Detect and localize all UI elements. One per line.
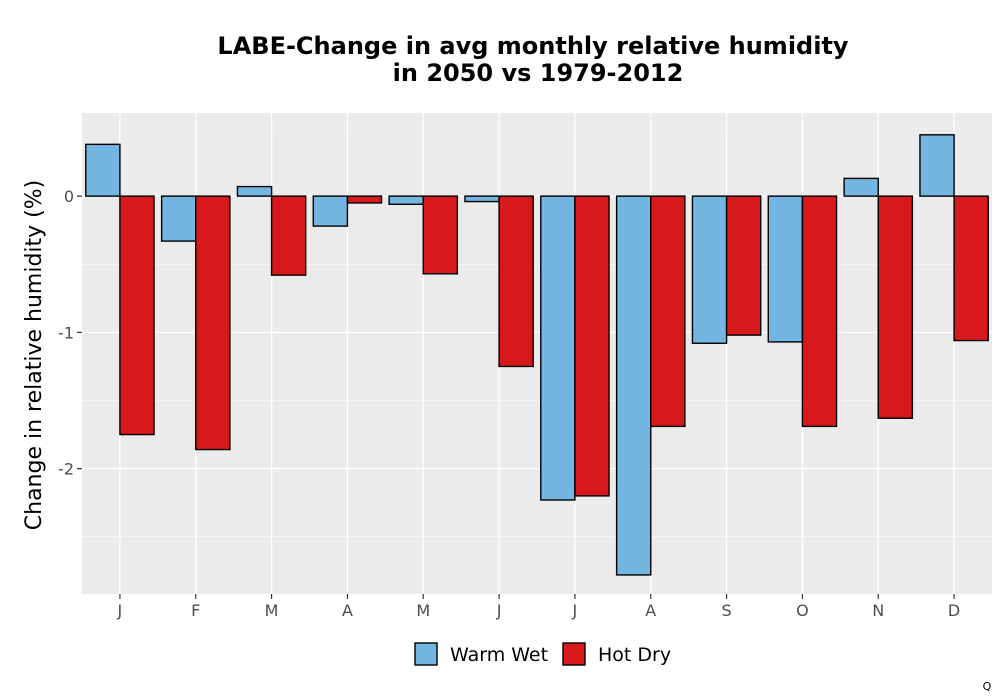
bar-warm-wet-6 [540,195,576,501]
bar-hot-dry-7 [650,195,686,428]
bar-warm-wet-8 [691,195,728,344]
bar-warm-wet-3 [312,195,349,227]
bar-warm-wet-9 [767,195,804,343]
legend-swatch [414,642,438,666]
x-tick-label: A [342,601,353,620]
x-tick-label: A [645,601,656,620]
x-tick-label: J [572,601,578,620]
bar-warm-wet-10 [843,177,879,197]
x-tick-label: J [496,601,502,620]
bar-warm-wet-0 [85,143,121,197]
minor-gridlines [82,127,992,538]
legend-swatch [562,642,586,666]
legend-label: Warm Wet [450,644,548,666]
bar-warm-wet-11 [919,134,955,197]
bar-warm-wet-4 [388,195,424,205]
y-tick-label: -1 [58,323,74,342]
bar-hot-dry-10 [877,195,914,419]
y-axis-title: Change in relative humidity (%) [22,180,47,530]
bar-warm-wet-7 [615,195,652,576]
bar-hot-dry-9 [801,195,838,428]
bars [85,134,989,576]
legend: Warm Wet Hot Dry [414,642,671,666]
x-tick-label: M [265,601,279,620]
y-tick-label: 0 [64,187,74,206]
bar-hot-dry-6 [574,195,610,497]
bar-warm-wet-1 [160,195,197,242]
y-tick-label: -2 [58,460,74,479]
x-tick-label: S [722,601,732,620]
bar-warm-wet-2 [236,185,273,197]
corner-mark: Q [983,680,992,693]
x-tick-label: O [796,601,809,620]
legend-label: Hot Dry [598,644,671,666]
bar-hot-dry-8 [725,195,762,336]
bar-hot-dry-0 [119,195,155,436]
x-tick-label: J [117,601,123,620]
bar-hot-dry-11 [953,195,989,342]
bar-warm-wet-5 [464,195,500,203]
bar-hot-dry-2 [270,195,307,276]
x-tick-label: M [416,601,430,620]
x-tick-label: D [948,601,960,620]
plot-panel [82,113,992,594]
bar-hot-dry-4 [422,195,459,275]
chart-title-line-1: LABE-Change in avg monthly relative humi… [217,32,849,60]
bar-hot-dry-1 [195,195,231,451]
bar-hot-dry-5 [498,195,534,368]
bar-hot-dry-3 [346,195,383,204]
x-tick-label: F [191,601,200,620]
y-axis-ticks: 0 -1 -2 [58,187,82,479]
x-tick-label: N [872,601,884,620]
chart-title-line-2: in 2050 vs 1979-2012 [393,59,684,87]
